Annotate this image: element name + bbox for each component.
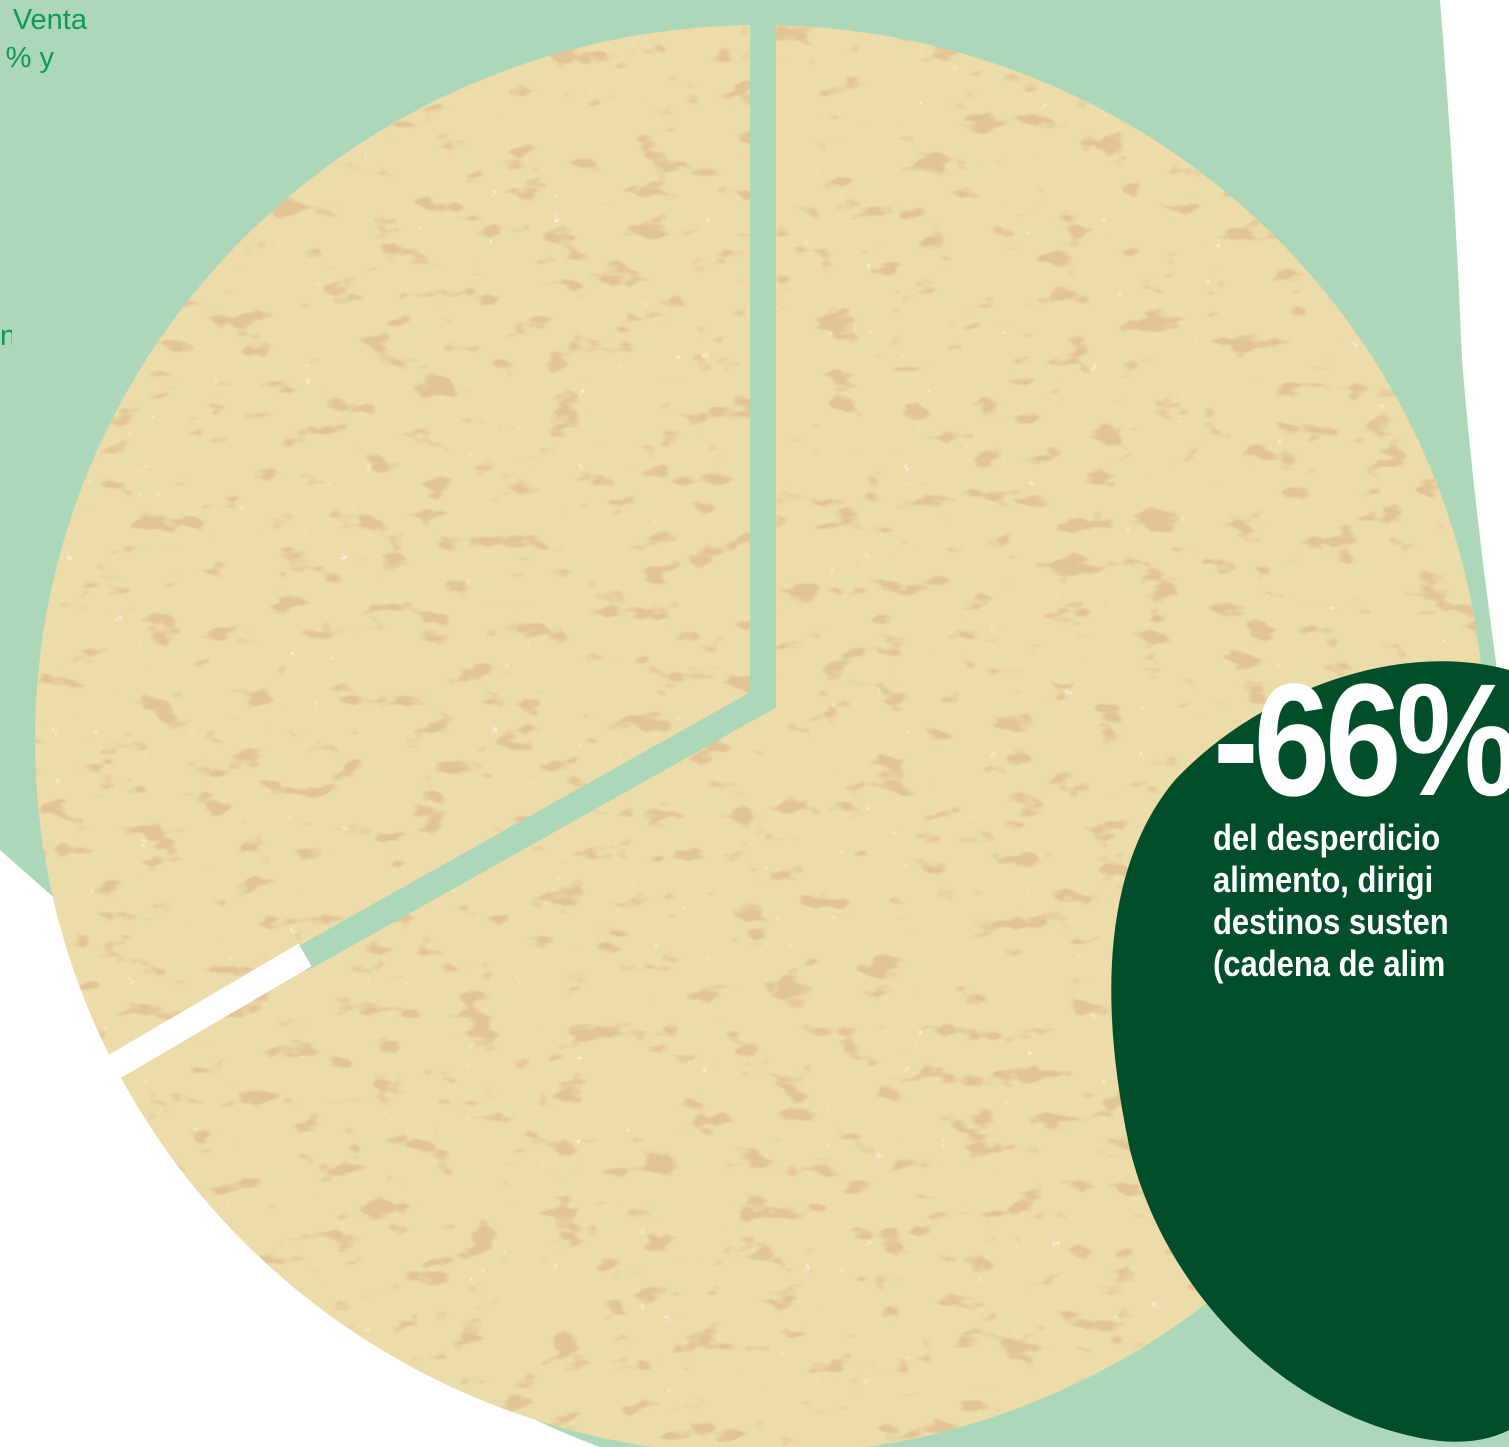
stat-description-line: alimento, dirigi [1213,859,1434,900]
partial-text-fragment: n [0,320,12,352]
stat-badge: -66% del desperdicio alimento, dirigi dest… [1213,665,1509,985]
stat-description-line: destinos susten [1213,901,1449,942]
stat-description-line: del desperdicio [1213,817,1441,858]
stat-description: del desperdicio alimento, dirigi destinos … [1213,817,1468,985]
partial-text-fragment: Venta [12,4,87,36]
partial-text-fragment: % y [5,42,54,74]
stat-badge-shape [1111,661,1509,1442]
pie-divider-line [293,0,776,972]
stat-description-line: (cadena de alim [1213,943,1446,984]
pie-divider-line-white [93,943,312,1087]
stat-value: -66% [1213,665,1509,829]
